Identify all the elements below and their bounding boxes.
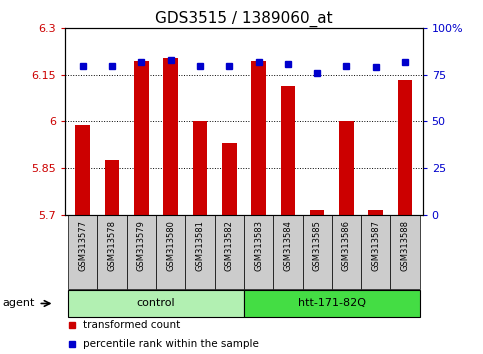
Bar [369, 210, 383, 215]
Bar [127, 215, 156, 289]
Bar [134, 61, 149, 215]
Bar [185, 215, 214, 289]
Text: GSM313582: GSM313582 [225, 221, 234, 272]
Text: percentile rank within the sample: percentile rank within the sample [83, 339, 259, 349]
Text: GSM313578: GSM313578 [108, 221, 116, 272]
Text: htt-171-82Q: htt-171-82Q [298, 298, 366, 308]
Text: GSM313584: GSM313584 [284, 221, 292, 272]
Bar [68, 290, 244, 316]
Text: GSM313583: GSM313583 [254, 221, 263, 272]
Bar [361, 215, 390, 289]
Bar [193, 121, 207, 215]
Bar [332, 215, 361, 289]
Bar [163, 58, 178, 215]
Bar [251, 61, 266, 215]
Text: control: control [137, 298, 175, 308]
Bar [339, 121, 354, 215]
Bar [244, 215, 273, 289]
Text: GSM313581: GSM313581 [196, 221, 204, 272]
Text: GSM313577: GSM313577 [78, 221, 87, 272]
Text: GSM313587: GSM313587 [371, 221, 380, 272]
Bar [68, 215, 98, 289]
Text: GSM313579: GSM313579 [137, 221, 146, 272]
Bar [75, 125, 90, 215]
Title: GDS3515 / 1389060_at: GDS3515 / 1389060_at [155, 11, 333, 27]
Bar [273, 215, 302, 289]
Bar [105, 160, 119, 215]
Text: agent: agent [2, 298, 35, 308]
Bar [281, 86, 295, 215]
Bar [98, 215, 127, 289]
Text: GSM313586: GSM313586 [342, 221, 351, 272]
Bar [398, 80, 412, 215]
Text: transformed count: transformed count [83, 320, 180, 330]
Bar [156, 215, 185, 289]
Bar [302, 215, 332, 289]
Bar [222, 143, 237, 215]
Text: GSM313588: GSM313588 [400, 221, 410, 272]
Text: GSM313580: GSM313580 [166, 221, 175, 272]
Bar [390, 215, 420, 289]
Text: GSM313585: GSM313585 [313, 221, 322, 272]
Bar [244, 290, 420, 316]
Bar [214, 215, 244, 289]
Bar [310, 210, 325, 215]
